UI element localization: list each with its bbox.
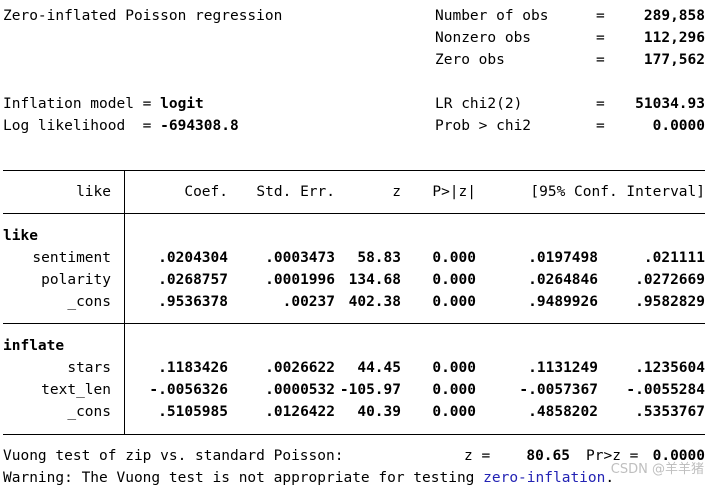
variable-name: _cons: [67, 404, 111, 420]
equation-name: like: [3, 228, 38, 244]
pvalue-cell: 0.000: [432, 250, 476, 266]
coef-cell: .0204304: [158, 250, 228, 266]
vuong-label: Vuong test of zip vs. standard Poisson:: [3, 448, 344, 464]
inflation-value: logit: [160, 96, 204, 112]
stat-label: LR chi2(2): [435, 96, 523, 112]
column-header-z: z: [392, 184, 401, 200]
column-header-depvar: like: [76, 184, 111, 200]
column-header-conf-interval: [95% Conf. Interval]: [530, 184, 705, 200]
z-cell: 134.68: [348, 272, 401, 288]
coef-cell: .9536378: [158, 294, 228, 310]
model-title: Zero-inflated Poisson regression: [3, 8, 283, 24]
stat-label: Prob > chi2: [435, 118, 532, 134]
ci-lower-cell: .0264846: [528, 272, 598, 288]
stat-label: Nonzero obs: [435, 30, 532, 46]
inflation-model: Inflation model = logit: [3, 93, 204, 115]
ci-lower-cell: .1131249: [528, 360, 598, 376]
inflation-label: Inflation model =: [3, 96, 161, 112]
pvalue-cell: 0.000: [432, 404, 476, 420]
pvalue-cell: 0.000: [432, 360, 476, 376]
ci-lower-cell: -.0057367: [519, 382, 598, 398]
stat-equals: =: [596, 118, 605, 134]
vuong-z-label: z =: [464, 448, 491, 464]
warning-period: .: [605, 470, 615, 486]
stat-equals: =: [596, 8, 605, 24]
coef-cell: .0268757: [158, 272, 228, 288]
coef-cell: .5105985: [158, 404, 228, 420]
z-cell: 40.39: [357, 404, 401, 420]
variable-name: _cons: [67, 294, 111, 310]
warning-text: Warning: The Vuong test is not appropria…: [3, 470, 484, 486]
pvalue-cell: 0.000: [432, 272, 476, 288]
table-bottom-rule: [3, 434, 705, 435]
log-likelihood: Log likelihood = -694308.8: [3, 115, 239, 137]
column-header-coef: Coef.: [184, 184, 228, 200]
z-cell: 58.83: [357, 250, 401, 266]
stat-equals: =: [596, 52, 605, 68]
column-header-stderr: Std. Err.: [256, 184, 335, 200]
stderr-cell: .00237: [282, 294, 335, 310]
stat-value: 51034.93: [635, 96, 705, 112]
ci-upper-cell: .0272669: [635, 272, 705, 288]
ci-lower-cell: .4858202: [528, 404, 598, 420]
vuong-p-value: 0.0000: [652, 448, 705, 464]
stderr-cell: .0001996: [265, 272, 335, 288]
equation-name: inflate: [3, 338, 65, 354]
table-column-divider: [124, 170, 125, 435]
column-header-pvalue: P>|z|: [432, 184, 476, 200]
stderr-cell: .0026622: [265, 360, 335, 376]
coef-cell: .1183426: [158, 360, 228, 376]
vuong-z-value: 80.65: [526, 448, 570, 464]
loglik-value: -694308.8: [160, 118, 239, 134]
coef-cell: -.0056326: [149, 382, 228, 398]
stderr-cell: .0003473: [265, 250, 335, 266]
group-rule: [3, 323, 705, 324]
stat-value: 177,562: [643, 52, 705, 68]
stderr-cell: .0126422: [265, 404, 335, 420]
vuong-p-label: Pr>z =: [586, 448, 639, 464]
variable-name: polarity: [41, 272, 111, 288]
ci-upper-cell: -.0055284: [626, 382, 705, 398]
z-cell: 44.45: [357, 360, 401, 376]
stat-label: Zero obs: [435, 52, 505, 68]
ci-lower-cell: .0197498: [528, 250, 598, 266]
loglik-label: Log likelihood =: [3, 118, 161, 134]
table-top-rule: [3, 170, 705, 171]
stat-label: Number of obs: [435, 8, 549, 24]
variable-name: stars: [67, 360, 111, 376]
z-cell: -105.97: [339, 382, 401, 398]
z-cell: 402.38: [348, 294, 401, 310]
ci-lower-cell: .9489926: [528, 294, 598, 310]
stat-value: 289,858: [643, 8, 705, 24]
variable-name: sentiment: [32, 250, 111, 266]
header-rule: [3, 213, 705, 214]
ci-upper-cell: .5353767: [635, 404, 705, 420]
ci-upper-cell: .1235604: [635, 360, 705, 376]
stat-equals: =: [596, 30, 605, 46]
stat-value: 0.0000: [652, 118, 705, 134]
variable-name: text_len: [41, 382, 111, 398]
watermark: CSDN @羊羊猪: [610, 462, 704, 477]
ci-upper-cell: .021111: [643, 250, 705, 266]
ci-upper-cell: .9582829: [635, 294, 705, 310]
pvalue-cell: 0.000: [432, 294, 476, 310]
warning-line: Warning: The Vuong test is not appropria…: [3, 467, 614, 489]
zero-inflation-link[interactable]: zero-inflation: [483, 470, 606, 486]
stderr-cell: .0000532: [265, 382, 335, 398]
stat-equals: =: [596, 96, 605, 112]
stat-value: 112,296: [643, 30, 705, 46]
pvalue-cell: 0.000: [432, 382, 476, 398]
